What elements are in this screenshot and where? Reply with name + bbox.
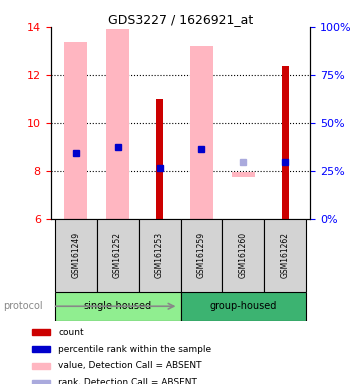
Bar — [64, 43, 87, 219]
Bar — [156, 99, 163, 219]
Bar — [232, 172, 255, 177]
Text: GSM161249: GSM161249 — [71, 232, 80, 278]
Text: GSM161253: GSM161253 — [155, 232, 164, 278]
Text: GSM161260: GSM161260 — [239, 232, 248, 278]
Bar — [190, 46, 213, 219]
Text: protocol: protocol — [4, 301, 43, 311]
Text: GSM161259: GSM161259 — [197, 232, 206, 278]
Text: group-housed: group-housed — [210, 301, 277, 311]
Bar — [32, 346, 50, 352]
Bar — [32, 380, 50, 384]
Bar — [264, 219, 306, 292]
Text: GSM161252: GSM161252 — [113, 232, 122, 278]
Bar — [180, 219, 222, 292]
Bar — [55, 219, 97, 292]
Bar — [55, 292, 180, 321]
Bar — [139, 219, 180, 292]
Bar — [180, 292, 306, 321]
Bar — [97, 219, 139, 292]
Bar — [32, 363, 50, 369]
Title: GDS3227 / 1626921_at: GDS3227 / 1626921_at — [108, 13, 253, 26]
Bar — [32, 329, 50, 335]
Text: count: count — [58, 328, 84, 337]
Text: rank, Detection Call = ABSENT: rank, Detection Call = ABSENT — [58, 378, 197, 384]
Bar — [282, 66, 289, 219]
Text: value, Detection Call = ABSENT: value, Detection Call = ABSENT — [58, 361, 202, 371]
Text: single-housed: single-housed — [83, 301, 152, 311]
Text: percentile rank within the sample: percentile rank within the sample — [58, 344, 211, 354]
Bar — [106, 29, 129, 219]
Text: GSM161262: GSM161262 — [281, 232, 290, 278]
Bar — [222, 219, 264, 292]
